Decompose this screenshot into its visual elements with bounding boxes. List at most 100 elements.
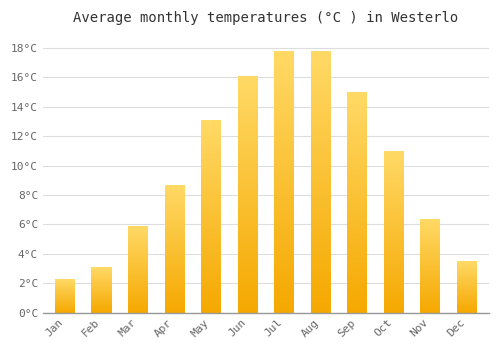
Bar — [274, 238, 294, 239]
Bar — [201, 175, 221, 176]
Bar — [238, 263, 258, 264]
Bar — [128, 290, 148, 291]
Bar — [238, 209, 258, 210]
Bar — [238, 204, 258, 205]
Bar — [238, 289, 258, 290]
Bar — [420, 254, 440, 255]
Bar — [348, 283, 368, 284]
Bar — [310, 281, 331, 282]
Bar — [348, 182, 368, 184]
Bar — [274, 72, 294, 73]
Bar — [238, 99, 258, 101]
Bar — [274, 75, 294, 76]
Bar — [310, 310, 331, 312]
Bar — [164, 298, 184, 299]
Bar — [274, 153, 294, 154]
Bar — [274, 70, 294, 72]
Bar — [128, 308, 148, 309]
Bar — [348, 101, 368, 102]
Bar — [348, 178, 368, 179]
Bar — [384, 152, 404, 153]
Bar — [348, 169, 368, 170]
Bar — [384, 269, 404, 270]
Bar — [238, 96, 258, 97]
Bar — [238, 236, 258, 237]
Bar — [238, 80, 258, 82]
Bar — [238, 174, 258, 175]
Bar — [238, 129, 258, 130]
Bar — [310, 145, 331, 146]
Bar — [238, 284, 258, 285]
Bar — [420, 261, 440, 262]
Bar — [128, 228, 148, 229]
Bar — [310, 226, 331, 228]
Bar — [384, 222, 404, 223]
Bar — [128, 276, 148, 277]
Bar — [128, 298, 148, 299]
Bar — [274, 255, 294, 256]
Bar — [348, 166, 368, 167]
Bar — [274, 256, 294, 258]
Bar — [201, 295, 221, 296]
Bar — [274, 148, 294, 149]
Bar — [238, 246, 258, 247]
Bar — [164, 273, 184, 274]
Bar — [348, 277, 368, 279]
Bar — [348, 263, 368, 264]
Bar — [274, 132, 294, 133]
Bar — [348, 262, 368, 263]
Bar — [128, 280, 148, 281]
Bar — [238, 276, 258, 277]
Bar — [310, 296, 331, 297]
Bar — [310, 292, 331, 293]
Bar — [384, 258, 404, 259]
Bar — [310, 236, 331, 237]
Bar — [238, 216, 258, 217]
Bar — [384, 281, 404, 282]
Bar — [164, 197, 184, 198]
Bar — [348, 197, 368, 198]
Bar — [238, 185, 258, 186]
Bar — [238, 188, 258, 189]
Bar — [310, 301, 331, 302]
Bar — [348, 273, 368, 274]
Bar — [201, 201, 221, 202]
Bar — [348, 305, 368, 306]
Bar — [201, 290, 221, 292]
Bar — [420, 257, 440, 258]
Bar — [274, 231, 294, 233]
Bar — [201, 221, 221, 222]
Bar — [201, 286, 221, 287]
Bar — [238, 269, 258, 270]
Bar — [420, 227, 440, 228]
Bar — [128, 300, 148, 301]
Bar — [238, 293, 258, 294]
Bar — [164, 244, 184, 245]
Bar — [310, 121, 331, 123]
Bar — [348, 131, 368, 132]
Bar — [238, 116, 258, 117]
Bar — [238, 142, 258, 144]
Bar — [348, 226, 368, 228]
Bar — [201, 258, 221, 259]
Bar — [238, 121, 258, 122]
Bar — [164, 265, 184, 266]
Bar — [128, 307, 148, 308]
Bar — [348, 181, 368, 182]
Bar — [238, 169, 258, 170]
Bar — [164, 292, 184, 293]
Bar — [384, 170, 404, 171]
Bar — [274, 284, 294, 285]
Bar — [201, 246, 221, 247]
Bar — [384, 252, 404, 253]
Bar — [420, 269, 440, 270]
Bar — [420, 249, 440, 250]
Bar — [128, 245, 148, 246]
Bar — [310, 153, 331, 154]
Bar — [274, 90, 294, 91]
Bar — [384, 173, 404, 174]
Bar — [164, 284, 184, 285]
Bar — [310, 273, 331, 275]
Bar — [274, 303, 294, 305]
Bar — [384, 161, 404, 162]
